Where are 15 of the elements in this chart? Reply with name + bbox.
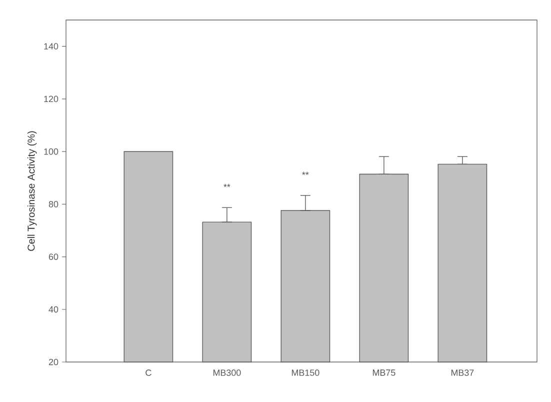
annotation: ** xyxy=(224,184,230,188)
y-tick-label: 20 xyxy=(48,358,58,366)
x-tick-label: C xyxy=(146,370,152,376)
x-tick-label: MB37 xyxy=(451,370,474,376)
annotation: ** xyxy=(302,172,309,175)
y-tick-label: 80 xyxy=(48,200,58,208)
x-tick-label: MB75 xyxy=(372,370,396,376)
x-tick-label: MB300 xyxy=(213,370,241,376)
y-tick-label: 140 xyxy=(44,43,58,50)
y-tick-label: 40 xyxy=(48,306,58,313)
x-tick-label: MB150 xyxy=(292,370,320,376)
y-tick-label: 100 xyxy=(44,148,58,155)
y-tick-label: 60 xyxy=(48,254,58,260)
y-axis-title: Cell Tyrosinase Activity (%) xyxy=(27,131,37,251)
y-tick-label: 120 xyxy=(44,96,58,102)
